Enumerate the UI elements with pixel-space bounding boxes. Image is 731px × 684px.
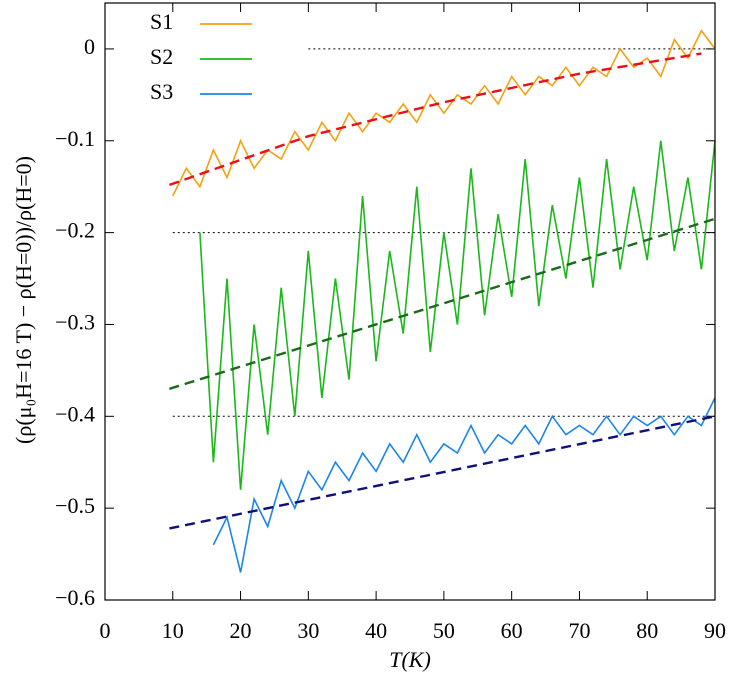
y-tick-label: −0.5 bbox=[55, 493, 95, 518]
x-tick-label: 20 bbox=[230, 618, 252, 643]
y-axis-label: (ρ(μ₀H=16 T) − ρ(H=0))/ρ(H=0) bbox=[11, 156, 36, 444]
x-tick-label: 0 bbox=[100, 618, 111, 643]
y-tick-label: −0.1 bbox=[55, 126, 95, 151]
legend-label: S1 bbox=[150, 9, 173, 34]
y-tick-label: −0.2 bbox=[55, 218, 95, 243]
fit-line bbox=[169, 52, 702, 187]
fit-line bbox=[169, 415, 716, 530]
x-tick-label: 60 bbox=[501, 618, 523, 643]
x-tick-label: 40 bbox=[365, 618, 387, 643]
y-tick-label: 0 bbox=[84, 34, 95, 59]
x-tick-label: 30 bbox=[297, 618, 319, 643]
y-tick-label: −0.3 bbox=[55, 310, 95, 335]
data-line bbox=[199, 140, 716, 490]
x-tick-label: 70 bbox=[568, 618, 590, 643]
plot-frame bbox=[104, 2, 716, 601]
legend-label: S3 bbox=[150, 79, 173, 104]
x-axis-label: T(K) bbox=[389, 647, 431, 672]
legend-label: S2 bbox=[150, 44, 173, 69]
y-tick-label: −0.4 bbox=[55, 401, 95, 426]
data-line bbox=[172, 29, 716, 197]
data-line bbox=[212, 397, 716, 573]
x-tick-label: 50 bbox=[433, 618, 455, 643]
x-tick-label: 80 bbox=[636, 618, 658, 643]
x-tick-label: 10 bbox=[162, 618, 184, 643]
y-tick-label: −0.6 bbox=[55, 585, 95, 610]
x-tick-label: 90 bbox=[704, 618, 726, 643]
